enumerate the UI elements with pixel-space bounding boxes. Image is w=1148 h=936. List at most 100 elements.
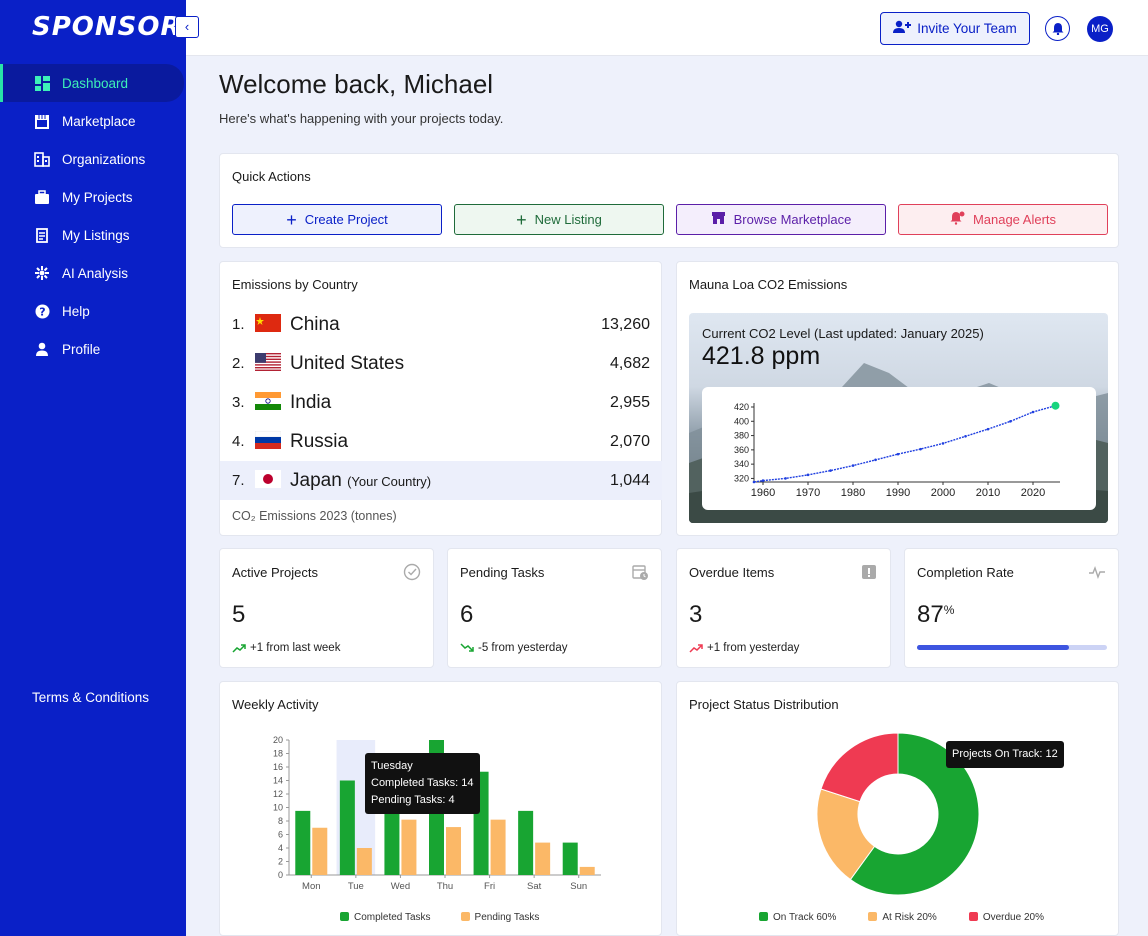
co2-title: Mauna Loa CO2 Emissions [689, 277, 848, 292]
stat-title: Pending Tasks [460, 565, 545, 580]
chevron-left-icon: ‹ [184, 19, 190, 34]
sidebar-item-ai-analysis[interactable]: AI Analysis [0, 254, 186, 292]
legend-swatch [759, 912, 768, 921]
rank: 7. [232, 472, 245, 489]
y-tick-label: 0 [278, 870, 283, 880]
y-tick-label: 8 [278, 816, 283, 826]
quick-actions-card: Quick Actions + Create Project + New Lis… [219, 153, 1119, 248]
project-status-title: Project Status Distribution [689, 697, 839, 712]
rank: 3. [232, 394, 245, 411]
project-status-card: Project Status Distribution Projects On … [676, 681, 1119, 936]
y-tick-label: 10 [273, 803, 283, 813]
sidebar-item-help[interactable]: ? Help [0, 292, 186, 330]
active-projects-card: Active Projects 5 +1 from last week [219, 548, 434, 668]
rank: 1. [232, 316, 245, 333]
emission-value: 2,070 [609, 432, 650, 450]
manage-alerts-button[interactable]: Manage Alerts [898, 204, 1108, 235]
invite-team-button[interactable]: Invite Your Team [880, 12, 1030, 45]
ai-icon [34, 265, 50, 281]
india-flag-icon [255, 392, 281, 410]
co2-point [1031, 410, 1035, 414]
create-project-label: Create Project [304, 212, 388, 227]
bar-completed [562, 842, 578, 875]
overdue-items-card: Overdue Items 3 +1 from yesterday [676, 548, 891, 668]
notifications-button[interactable] [1045, 16, 1070, 41]
y-tick-label: 14 [273, 776, 283, 786]
emissions-row: 3. India 2,955 [220, 383, 662, 422]
page-subtitle: Here's what's happening with your projec… [219, 111, 504, 126]
create-project-button[interactable]: + Create Project [232, 204, 442, 235]
sidebar-item-label: Profile [62, 341, 101, 357]
sidebar-item-organizations[interactable]: Organizations [0, 140, 186, 178]
sidebar-item-label: AI Analysis [62, 265, 129, 281]
stat-unit: % [943, 603, 955, 617]
emissions-row: 4. Russia 2,070 [220, 422, 662, 461]
legend-item[interactable]: At Risk 20% [868, 912, 937, 923]
terms-link[interactable]: Terms & Conditions [32, 690, 150, 705]
x-tick-label: 1990 [886, 487, 910, 499]
stat-delta-text: +1 from last week [250, 642, 341, 654]
add-user-icon [893, 20, 912, 37]
rank: 2. [232, 355, 245, 372]
stat-delta: +1 from yesterday [689, 642, 799, 654]
co2-point [829, 469, 832, 472]
legend-item[interactable]: Overdue 20% [968, 912, 1044, 923]
y-tick-label: 360 [734, 445, 749, 455]
avatar[interactable]: MG [1087, 16, 1113, 42]
y-tick-label: 400 [734, 416, 749, 426]
bar-legend: Completed Tasks Pending Tasks [340, 912, 539, 923]
trend-up-icon [232, 644, 246, 653]
co2-point [806, 473, 810, 477]
x-tick-label: Sat [527, 881, 542, 892]
sidebar-item-profile[interactable]: Profile [0, 330, 186, 368]
country-name: Russia [290, 430, 349, 452]
plus-icon: + [286, 209, 297, 230]
svg-text:?: ? [39, 305, 45, 318]
legend-item[interactable]: On Track 60% [759, 912, 836, 923]
sidebar-item-my-listings[interactable]: My Listings [0, 216, 186, 254]
sidebar-item-marketplace[interactable]: Marketplace [0, 102, 186, 140]
legend-label: Pending Tasks [474, 912, 540, 923]
country-name: Japan (Your Country) [290, 470, 431, 492]
rank: 4. [232, 433, 245, 450]
bar-pending [579, 866, 595, 875]
legend-label: Completed Tasks [354, 912, 431, 923]
building-icon [34, 151, 50, 167]
x-tick-label: 2010 [976, 487, 1000, 499]
co2-line-chart: 320 340 360 380 400 420 1960 1970 1980 1990 2000 20… [734, 401, 1060, 499]
co2-current-point [1051, 401, 1060, 410]
y-tick-label: 18 [273, 749, 283, 759]
x-tick-label: 2020 [1021, 487, 1045, 499]
co2-point [851, 464, 855, 467]
collapse-sidebar-button[interactable]: ‹ [175, 16, 199, 38]
legend-swatch [340, 912, 349, 921]
tooltip-pending: Pending Tasks: 4 [371, 794, 455, 806]
browse-marketplace-label: Browse Marketplace [733, 212, 852, 227]
x-tick-label: Wed [391, 881, 410, 892]
sidebar-item-dashboard[interactable]: Dashboard [0, 64, 184, 102]
x-tick-label: Tue [348, 881, 364, 892]
manage-alerts-label: Manage Alerts [972, 212, 1057, 227]
y-tick-label: 380 [734, 431, 749, 441]
stat-delta-text: -5 from yesterday [478, 642, 568, 654]
sidebar: SPONSOR Dashboard Marketplace Organizati… [0, 0, 186, 936]
browse-marketplace-button[interactable]: Browse Marketplace [676, 204, 886, 235]
page-title: Welcome back, Michael [219, 69, 494, 99]
bar-pending [490, 819, 506, 875]
your-country-tag: (Your Country) [347, 473, 432, 489]
y-tick-label: 2 [278, 857, 283, 867]
completion-rate-card: Completion Rate 87% [904, 548, 1119, 668]
new-listing-button[interactable]: + New Listing [454, 204, 664, 235]
co2-point [784, 477, 787, 480]
sidebar-item-label: My Listings [62, 227, 130, 243]
stat-delta-text: +1 from yesterday [707, 642, 800, 654]
sidebar-item-my-projects[interactable]: My Projects [0, 178, 186, 216]
co2-point [1009, 419, 1012, 423]
y-tick-label: 20 [273, 735, 283, 745]
brand-logo[interactable]: SPONSOR [32, 12, 182, 42]
legend-item[interactable]: Pending Tasks [460, 912, 540, 923]
trend-down-icon [460, 643, 474, 652]
legend-item[interactable]: Completed Tasks [340, 912, 431, 923]
y-tick-label: 420 [734, 402, 749, 412]
x-tick-label: 1970 [796, 487, 820, 499]
